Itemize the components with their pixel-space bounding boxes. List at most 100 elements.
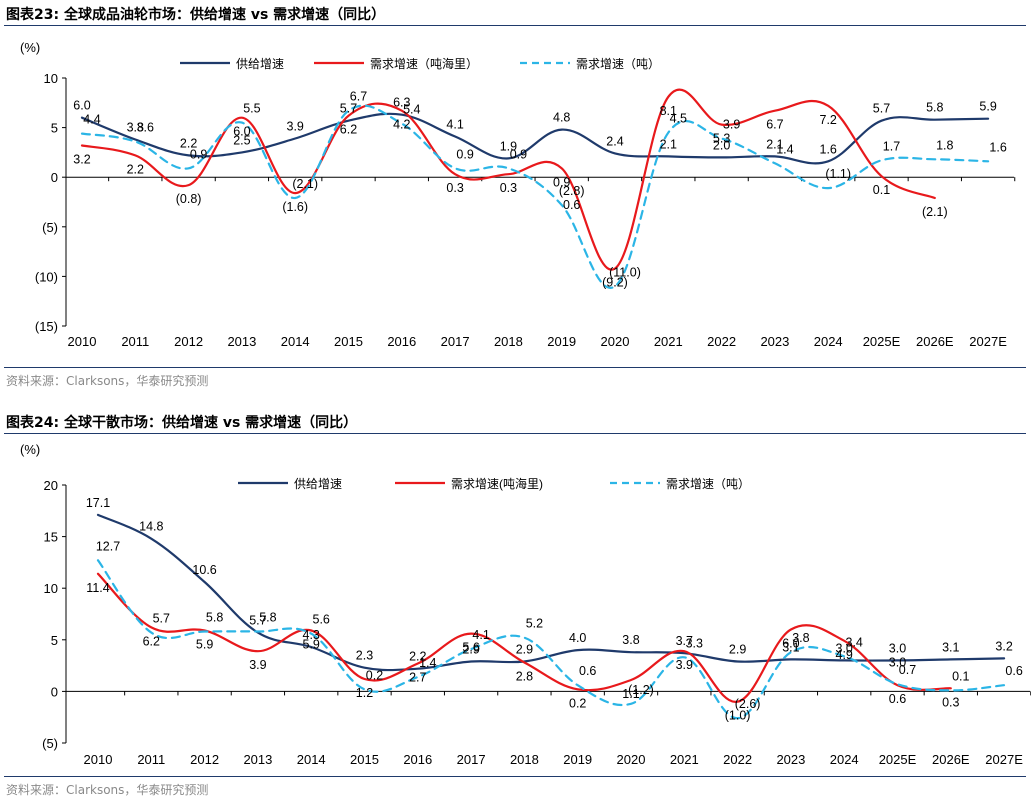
data-label: 2.2 [409, 650, 426, 664]
data-label: 5.3 [713, 132, 730, 146]
x-tick-label: 2024 [814, 334, 843, 349]
data-label: 5.7 [873, 102, 890, 116]
data-label: 2.3 [356, 649, 373, 663]
data-label: 5.7 [153, 612, 170, 626]
data-label: 6.0 [233, 125, 250, 139]
data-label: 5.8 [926, 101, 943, 115]
data-label: 3.2 [73, 152, 90, 166]
x-tick-label: 2012 [174, 334, 203, 349]
y-axis-unit-label: (%) [20, 40, 40, 55]
data-label: 2.1 [660, 137, 677, 151]
data-label: 6.2 [143, 634, 160, 648]
x-tick-label: 2026E [932, 752, 970, 767]
data-label: 3.8 [127, 121, 144, 135]
data-label: 6.0 [782, 636, 799, 650]
y-tick-label: 10 [44, 581, 58, 596]
data-label: 0.9 [510, 147, 527, 161]
legend-label-2: 需求增速（吨海里） [370, 56, 478, 71]
x-tick-label: 2018 [494, 334, 523, 349]
figure-24-source: 资料来源：Clarksons，华泰研究预测 [6, 783, 209, 797]
data-label: (2.1) [292, 177, 318, 191]
x-tick-label: 2011 [137, 752, 165, 767]
data-label: 0.3 [942, 695, 959, 709]
data-label: 3.9 [287, 120, 304, 134]
data-label: 2.9 [462, 642, 479, 656]
data-label: 0.2 [366, 668, 383, 682]
legend-label-1: 供给增速 [236, 57, 284, 71]
data-label: 1.7 [883, 139, 900, 153]
data-label: 1.4 [419, 656, 436, 670]
data-label: 2.1 [766, 137, 783, 151]
data-label: 5.8 [259, 611, 276, 625]
data-label: 12.7 [96, 539, 120, 553]
x-tick-label: 2022 [707, 334, 736, 349]
data-label: 3.1 [782, 640, 799, 654]
data-label: 7.2 [820, 113, 837, 127]
legend-label-3: 需求增速（吨） [666, 477, 750, 491]
data-label: 2.8 [516, 670, 533, 684]
x-tick-label: 2011 [121, 334, 149, 349]
data-label: 4.1 [472, 628, 489, 642]
x-tick-label: 2015 [334, 334, 363, 349]
data-label: 5.6 [462, 641, 479, 655]
data-label: 17.1 [86, 496, 110, 510]
series-line-2 [96, 572, 952, 703]
x-tick-label: 2021 [654, 334, 683, 349]
figure-23-title: 图表23: 全球成品油轮市场：供给增速 vs 需求增速（同比） [6, 7, 386, 23]
x-tick-label: 2027E [969, 334, 1007, 349]
legend-label-1: 供给增速 [294, 477, 342, 491]
figure-24-bottom-rule [4, 776, 1026, 777]
data-label: 3.3 [686, 636, 703, 650]
data-label: 3.2 [995, 639, 1012, 653]
series-line-1 [80, 112, 990, 165]
data-label: (1.1) [825, 167, 851, 181]
data-label: 2.5 [233, 133, 250, 147]
data-label: 0.1 [873, 183, 890, 197]
data-label: 2.2 [127, 162, 144, 176]
data-label: 6.2 [340, 123, 357, 137]
y-tick-label: 5 [51, 633, 58, 648]
y-tick-label: 0 [51, 170, 58, 185]
x-tick-label: 2024 [830, 752, 859, 767]
data-label: 1.8 [936, 138, 953, 152]
y-tick-label: 0 [51, 684, 58, 699]
data-label: 4.9 [836, 648, 853, 662]
data-label: (9.2) [602, 275, 628, 289]
data-label: 3.9 [249, 658, 266, 672]
y-tick-label: 5 [51, 121, 58, 136]
data-label: (2.1) [922, 205, 948, 219]
x-tick-label: 2013 [243, 752, 272, 767]
y-axis-unit-label: (%) [20, 442, 40, 457]
data-label: 0.9 [456, 147, 473, 161]
data-label: 2.9 [729, 642, 746, 656]
data-label: 3.6 [137, 120, 154, 134]
data-label: 0.6 [1005, 664, 1022, 678]
y-tick-label: (5) [42, 220, 58, 235]
data-label: 3.0 [836, 641, 853, 655]
data-label: 3.0 [889, 655, 906, 669]
x-tick-label: 2018 [510, 752, 539, 767]
y-tick-label: 15 [44, 530, 58, 545]
y-tick-label: (10) [35, 269, 58, 284]
data-label: 1.4 [776, 142, 793, 156]
x-tick-label: 2016 [387, 334, 416, 349]
data-label: 1.2 [356, 686, 373, 700]
data-label: 3.9 [676, 658, 693, 672]
figure-23-bottom-rule [4, 367, 1026, 368]
data-label: (2.6) [735, 697, 761, 711]
series-line-2 [80, 88, 936, 271]
data-label: (0.8) [176, 192, 202, 206]
data-label: 5.5 [243, 102, 260, 116]
data-label: (1.6) [282, 200, 308, 214]
data-label: 0.9 [553, 175, 570, 189]
x-tick-label: 2022 [723, 752, 752, 767]
data-label: 5.7 [340, 102, 357, 116]
legend-label-3: 需求增速（吨） [576, 57, 660, 71]
data-label: 2.0 [713, 138, 730, 152]
data-label: 5.2 [526, 617, 543, 631]
data-label: 2.7 [409, 671, 426, 685]
x-tick-label: 2016 [403, 752, 432, 767]
x-tick-label: 2010 [68, 334, 97, 349]
x-tick-label: 2010 [84, 752, 113, 767]
data-label: 1.9 [500, 139, 517, 153]
